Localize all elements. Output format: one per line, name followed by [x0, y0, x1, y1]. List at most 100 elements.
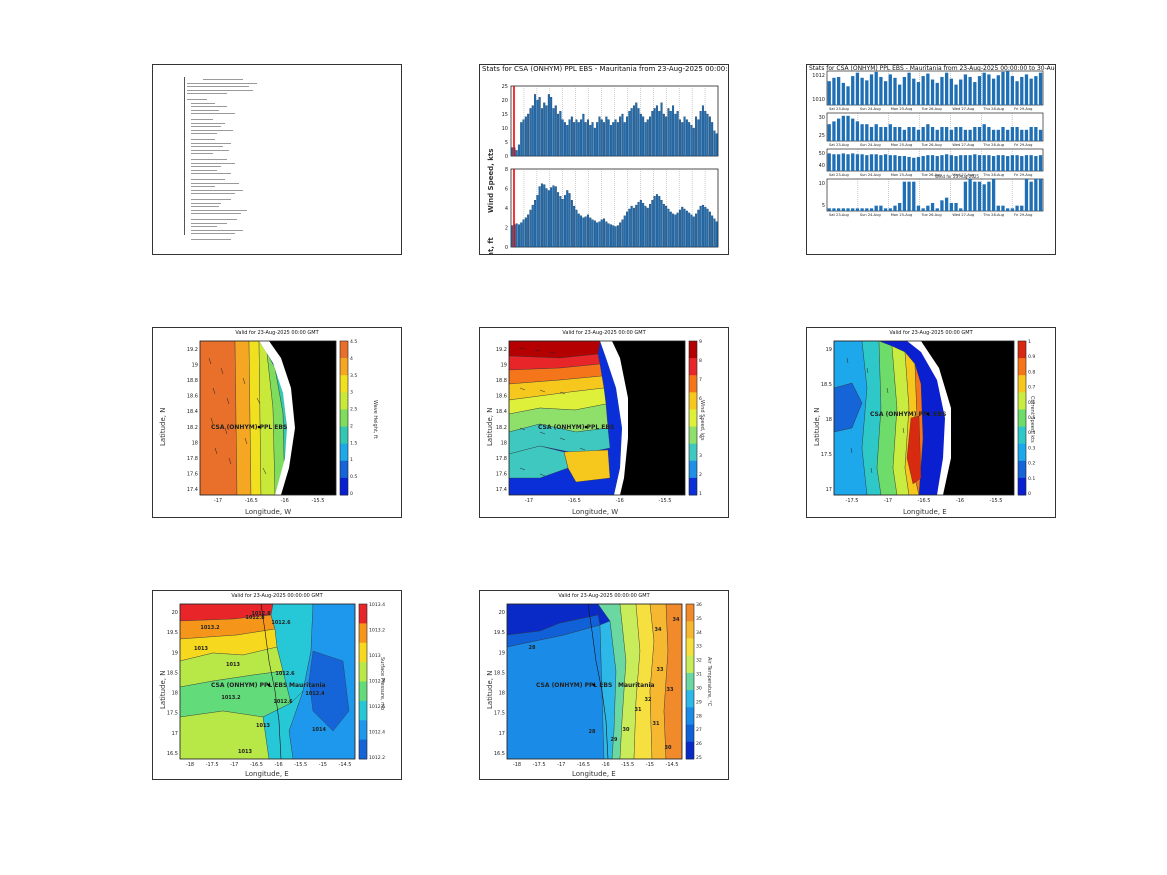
- colorbar-segment: [340, 392, 348, 410]
- wind-speed-bar: [674, 113, 677, 157]
- wind-speed-bar: [683, 116, 686, 157]
- current-date-label: Mon 25-Aug: [891, 213, 913, 217]
- wave-height-bar: [681, 206, 684, 248]
- current-bar: [987, 127, 991, 141]
- map-xtick: -17: [525, 498, 533, 504]
- wave-height-bar: [561, 199, 564, 248]
- wind-speed-bar: [690, 125, 693, 157]
- colorbar-segment: [689, 443, 697, 462]
- map-ytick: 18.6: [187, 394, 198, 400]
- colorbar-frame: [339, 340, 349, 496]
- current-bar: [996, 155, 1000, 171]
- current-date-label: Thu 28-Aug: [982, 143, 1004, 147]
- report-line: [191, 126, 221, 127]
- current-bar: [898, 127, 902, 141]
- wave-height-bar: [683, 208, 686, 248]
- current-bar: [860, 154, 864, 171]
- report-line: [191, 226, 217, 227]
- wave-height-bar: [676, 212, 679, 248]
- wind-speed-bar: [678, 119, 681, 157]
- contour-label: 31: [635, 707, 642, 713]
- report-line: [187, 93, 227, 94]
- wave-height-bar: [655, 194, 658, 248]
- current-row-tick: 25: [819, 133, 825, 139]
- colorbar-segment: [689, 392, 697, 410]
- map-ytick: 16.5: [494, 751, 505, 757]
- wave-height-bar: [609, 224, 612, 248]
- current-bar: [1038, 179, 1043, 211]
- wind-speed-bar: [561, 119, 564, 157]
- current-bar: [851, 76, 855, 105]
- vector-arrow: [519, 387, 526, 391]
- pressure-map: Valid for 23-Aug-2025 00:00:00 GMT 20 19.…: [152, 590, 402, 780]
- report-line: [191, 213, 241, 214]
- map-xtick: -16: [956, 498, 964, 504]
- current-bar: [902, 181, 907, 211]
- wave-height-bar: [515, 223, 518, 248]
- map-xtick: -16.5: [577, 762, 590, 768]
- current-bar: [973, 154, 977, 171]
- current-bar: [865, 155, 869, 171]
- current-bar: [869, 154, 874, 171]
- current-bar: [1001, 71, 1005, 105]
- wind-speed-bar: [540, 108, 543, 157]
- vector-arrow: [212, 387, 216, 395]
- wave-height-bar: [550, 187, 553, 248]
- wave-height-bar: [575, 209, 578, 248]
- contour-band: [308, 650, 350, 732]
- current-bar: [1029, 155, 1033, 171]
- wind-speed-bar: [559, 111, 562, 157]
- report-line: [191, 233, 235, 234]
- contour-label: 32: [645, 697, 652, 703]
- wave-height-bar: [658, 196, 661, 248]
- current-bar: [869, 208, 874, 211]
- wind-speed-bar: [582, 113, 585, 157]
- vector-arrow: [539, 389, 546, 393]
- wind-speed-bar: [584, 122, 587, 157]
- contour-band: [199, 340, 238, 496]
- colorbar-segment: [689, 460, 697, 479]
- map-ytick: 19: [826, 347, 832, 353]
- contour-label: 1014: [312, 727, 326, 733]
- map-ytick: 20: [172, 610, 178, 616]
- current-bar: [959, 127, 963, 141]
- colorbar-frame: [685, 603, 695, 760]
- current-map-cblabel: Current Speed, kts: [1029, 396, 1035, 443]
- wave-height-bar: [547, 190, 550, 248]
- wind-speed-bar: [577, 122, 580, 157]
- colorbar-tick: 25: [696, 755, 702, 761]
- vector-arrow: [850, 447, 853, 454]
- current-date-label: Wed 27-Aug: [952, 173, 974, 177]
- current-bar: [954, 127, 958, 141]
- current-bar: [940, 76, 944, 105]
- current-bar: [982, 124, 986, 141]
- colorbar-tick: 3: [350, 390, 353, 396]
- wave-height-bar: [623, 215, 626, 248]
- current-bar: [893, 205, 897, 211]
- wind-speed-bar: [619, 116, 622, 157]
- report-line: [191, 159, 227, 160]
- wave-height-bar: [699, 205, 702, 248]
- colorbar-segment: [1018, 392, 1026, 410]
- wind-speed-bar: [570, 116, 573, 157]
- wind-speed-bar: [706, 113, 709, 157]
- current-bar: [902, 76, 907, 105]
- colorbar-tick: 6: [699, 396, 702, 402]
- current-bar: [935, 156, 939, 171]
- wave-height-bar: [591, 219, 594, 248]
- wind-speed-bar: [515, 150, 518, 157]
- wave-height-bar: [557, 192, 560, 248]
- wind-speed-bar: [637, 108, 640, 157]
- vector-arrow: [519, 427, 526, 431]
- report-line: [191, 106, 227, 107]
- wind-speed-bar: [616, 122, 619, 157]
- colorbar-segment: [359, 681, 367, 702]
- contour-label: 1012.6: [275, 671, 295, 677]
- colorbar-tick: 0.5: [350, 474, 357, 480]
- colorbar-segment: [359, 700, 367, 721]
- wind-map-title: Valid for 23-Aug-2025 00:00 GMT: [562, 330, 646, 336]
- wave-height-bar: [605, 221, 608, 248]
- wave-height-tick: 6: [505, 187, 508, 193]
- current-date-label: Fri 29-Aug: [1014, 173, 1032, 177]
- current-bar: [1015, 205, 1019, 211]
